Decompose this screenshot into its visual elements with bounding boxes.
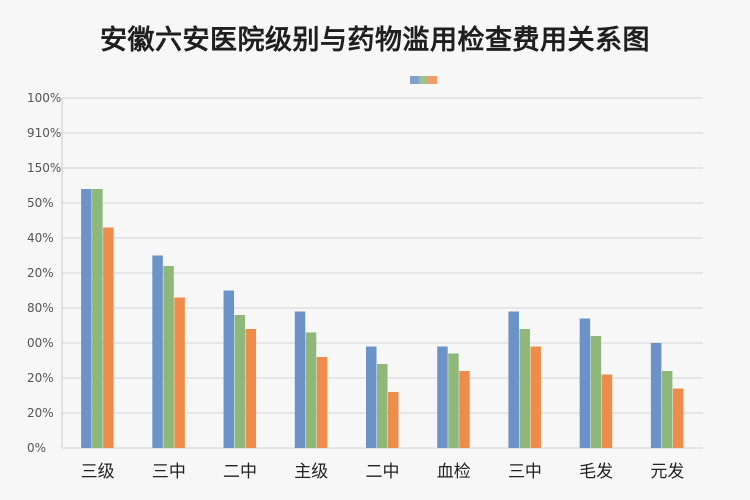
y-tick-label: 150% [27, 161, 61, 175]
bar[interactable] [388, 392, 399, 448]
bar[interactable] [661, 371, 673, 448]
bar[interactable] [234, 315, 246, 448]
y-tick-label: 80% [27, 301, 54, 315]
bar[interactable] [448, 353, 459, 449]
bar[interactable] [103, 227, 114, 449]
x-tick-label: 三中 [152, 462, 186, 482]
x-tick-label: 元发 [650, 462, 684, 482]
y-tick-label: 20% [27, 406, 54, 420]
bar[interactable] [152, 255, 163, 449]
bar[interactable] [579, 318, 591, 449]
y-tick-label: 50% [27, 196, 54, 210]
bar[interactable] [316, 357, 328, 448]
bar[interactable] [672, 388, 684, 449]
x-tick-label: 主级 [294, 462, 328, 482]
bar[interactable] [459, 371, 470, 448]
bar[interactable] [81, 189, 92, 448]
bar[interactable] [366, 346, 377, 449]
bar[interactable] [245, 329, 257, 448]
y-tick-label: 40% [27, 231, 54, 245]
bar[interactable] [92, 189, 103, 448]
legend-swatch[interactable] [428, 76, 437, 84]
legend-swatch[interactable] [419, 76, 428, 84]
bar[interactable] [530, 346, 541, 449]
chart-title: 安徽六安医院级别与药物滥用检查费用关系图 [100, 25, 650, 56]
legend-swatch[interactable] [410, 76, 419, 84]
y-tick-label: 20% [27, 266, 54, 280]
y-tick-label: 00% [27, 336, 54, 350]
bar[interactable] [305, 332, 317, 449]
x-tick-label: 三级 [81, 462, 115, 482]
x-tick-label: 二中 [223, 462, 257, 482]
x-tick-label: 二中 [366, 462, 400, 482]
x-tick-label: 三中 [508, 462, 542, 482]
x-tick-label: 毛发 [579, 462, 613, 482]
y-tick-label: 910% [27, 126, 61, 140]
bar[interactable] [174, 297, 185, 449]
y-tick-label: 20% [27, 371, 54, 385]
x-tick-label: 血检 [437, 462, 471, 482]
y-tick-label: 100% [27, 91, 61, 105]
y-tick-label: 0% [27, 441, 46, 455]
bar[interactable] [437, 346, 448, 449]
bar[interactable] [294, 311, 306, 449]
bar[interactable] [223, 290, 235, 449]
bar[interactable] [650, 343, 662, 448]
bar[interactable] [508, 311, 519, 449]
bar[interactable] [163, 266, 174, 448]
bar[interactable] [377, 364, 388, 448]
bar[interactable] [519, 329, 530, 448]
bar[interactable] [601, 374, 613, 449]
bar[interactable] [590, 336, 602, 448]
